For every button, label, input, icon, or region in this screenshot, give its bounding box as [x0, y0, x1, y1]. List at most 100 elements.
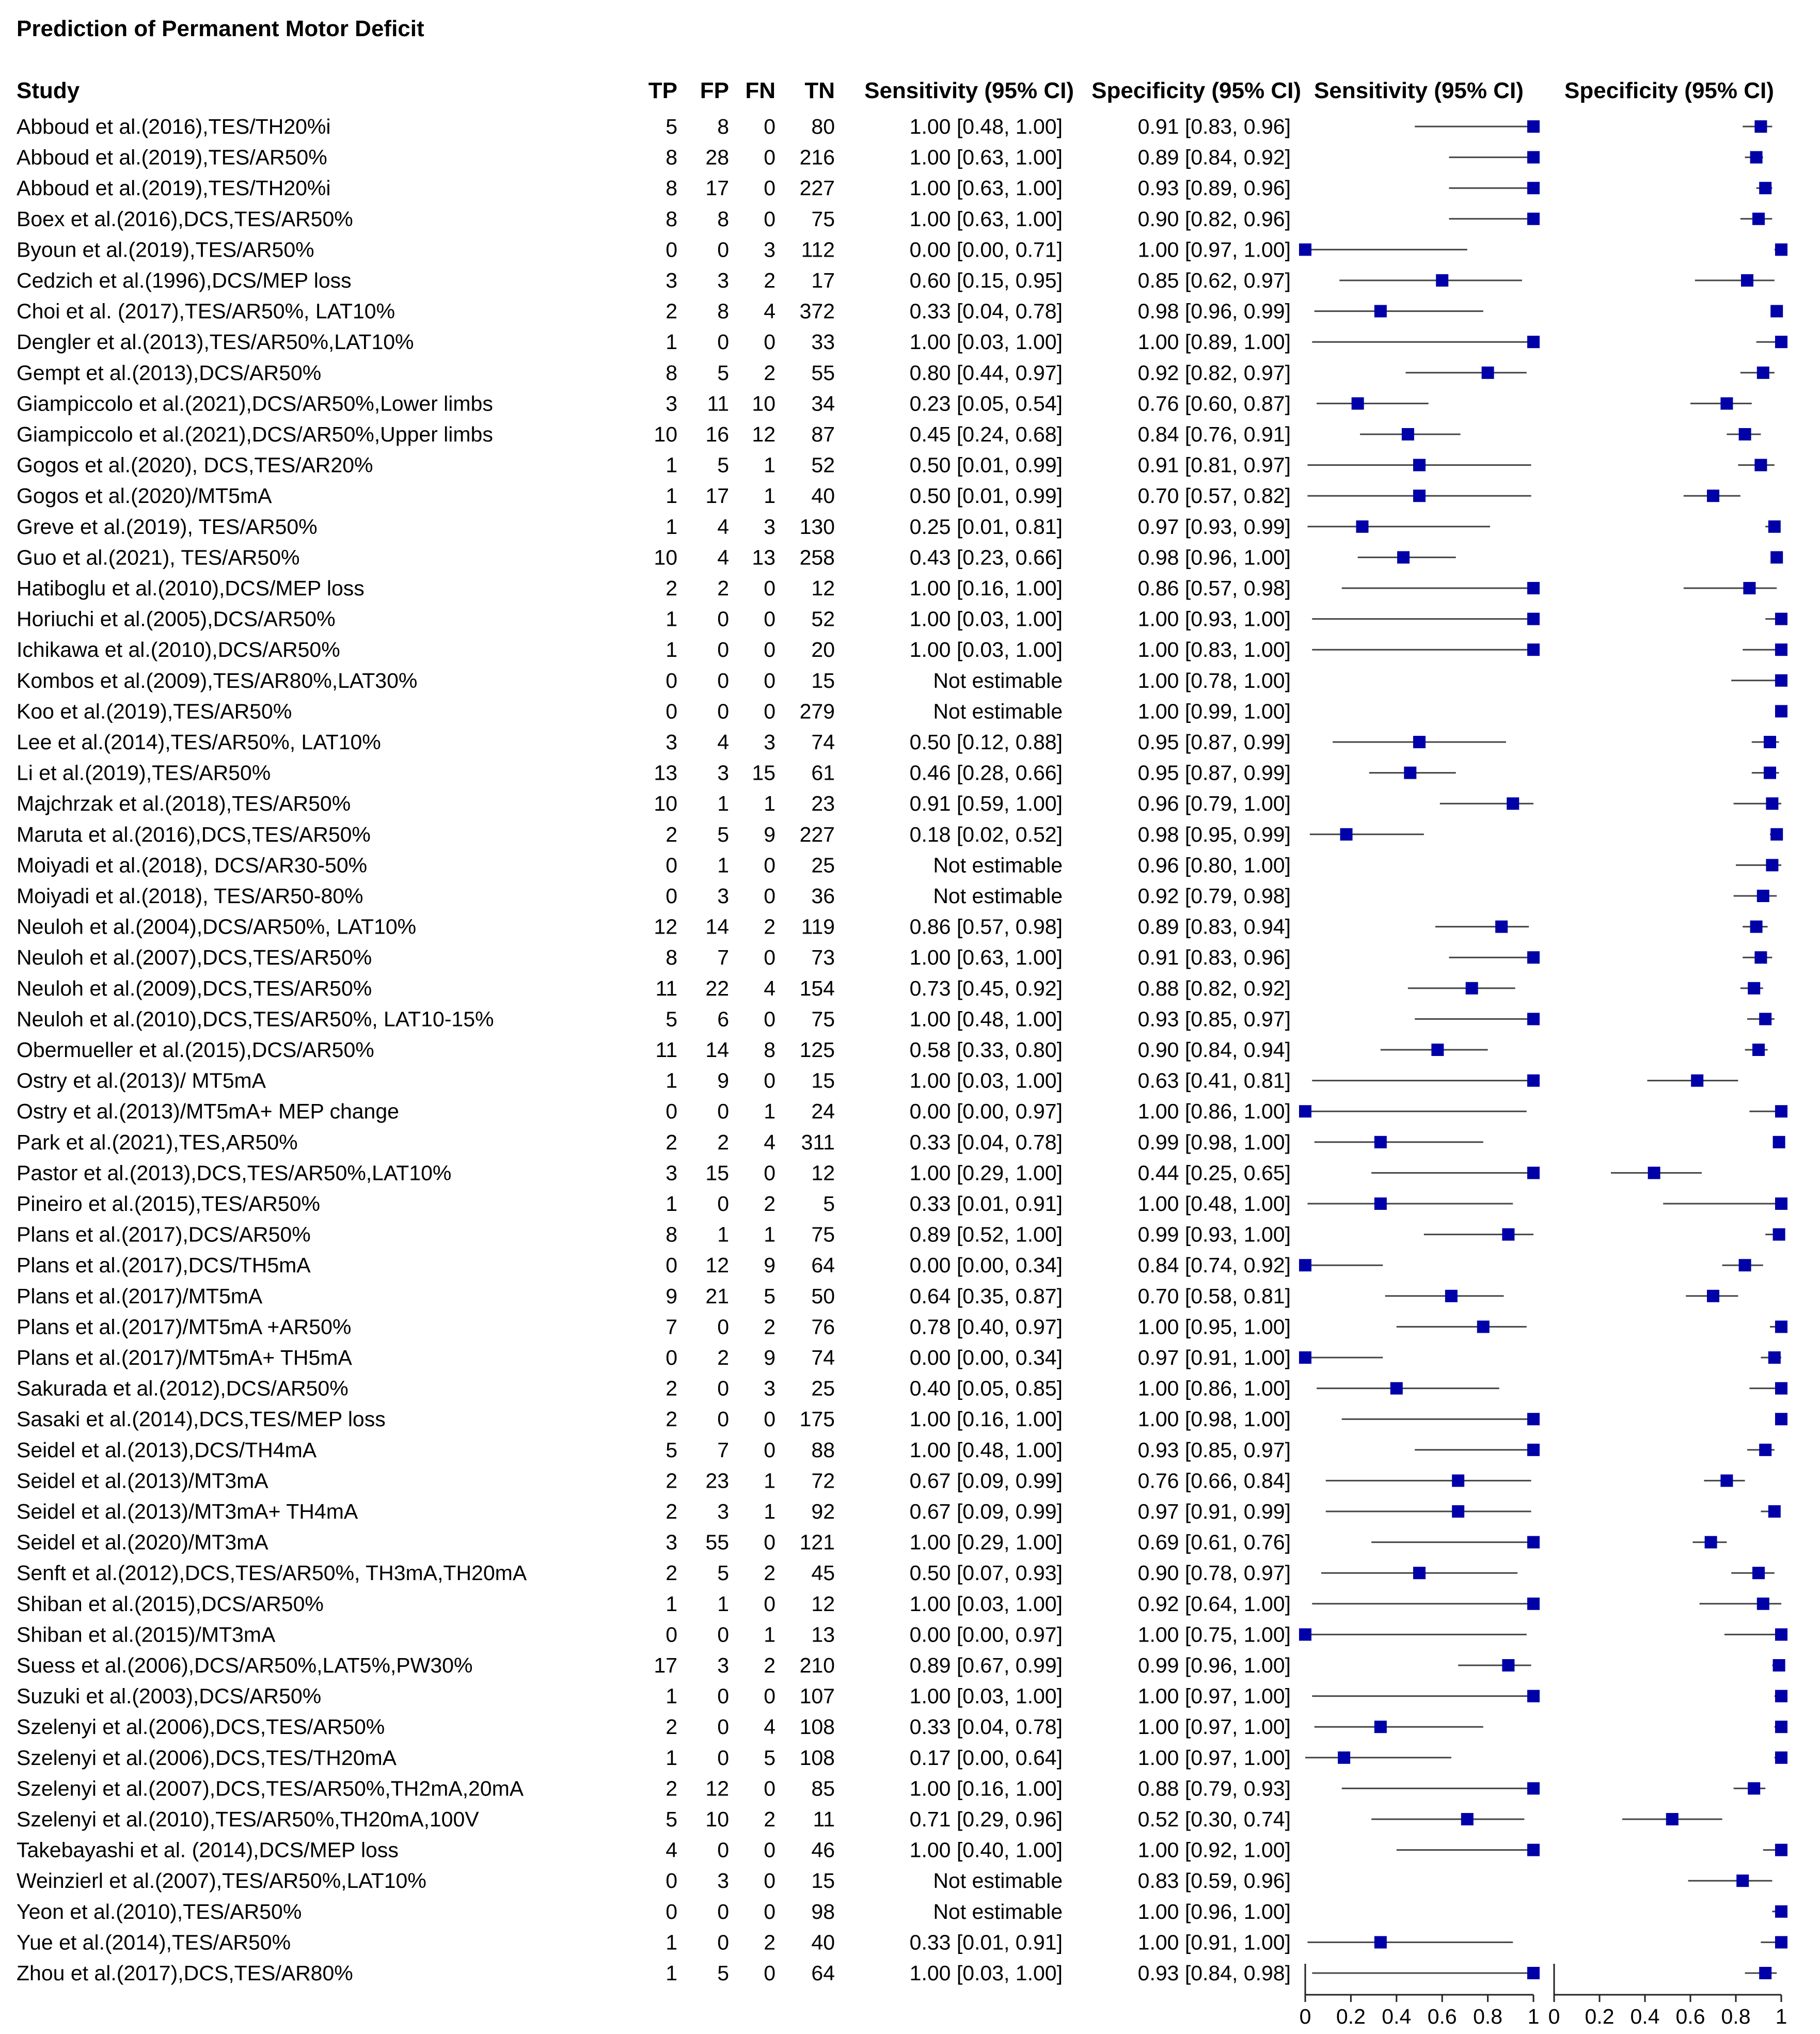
table-row: Senft et al.(2012),DCS,TES/AR50%, TH3mA,…	[17, 1561, 1291, 1585]
study-name: Takebayashi et al. (2014),DCS/MEP loss	[17, 1838, 399, 1862]
tn-value: 11	[813, 1807, 835, 1831]
table-row: Guo et al.(2021), TES/AR50% 10 4 13 258 0.43 …	[17, 545, 1291, 569]
sensitivity-ci-text: 1.00 [0.29, 1.00]	[910, 1531, 1063, 1554]
tn-value: 73	[811, 945, 835, 969]
table-row: Seidel et al.(2013)/MT3mA+ TH4mA 2 3 1 92 0.6…	[17, 1500, 1291, 1523]
fp-value: 0	[717, 1930, 729, 1954]
tp-value: 4	[666, 1838, 677, 1862]
table-row: Zhou et al.(2017),DCS,TES/AR80% 1 5 0 64 1.00…	[17, 1961, 1291, 1985]
fn-value: 0	[764, 699, 776, 723]
tn-value: 210	[800, 1653, 835, 1677]
specificity-point	[1691, 1074, 1704, 1087]
fn-value: 0	[764, 1961, 776, 1985]
fp-value: 0	[717, 1622, 729, 1646]
sensitivity-ci-text: 1.00 [0.40, 1.00]	[910, 1838, 1063, 1862]
specificity-ci-text: 0.92 [0.79, 0.98]	[1138, 884, 1291, 908]
fn-value: 2	[764, 1192, 776, 1216]
fn-value: 3	[764, 238, 776, 261]
sensitivity-ci-text: 0.50 [0.01, 0.99]	[910, 484, 1063, 508]
fp-value: 0	[717, 1900, 729, 1923]
study-name: Zhou et al.(2017),DCS,TES/AR80%	[17, 1961, 353, 1985]
fp-value: 0	[717, 1715, 729, 1739]
study-name: Plans et al.(2017),DCS/AR50%	[17, 1223, 311, 1247]
specificity-point	[1764, 766, 1776, 779]
table-row: Szelenyi et al.(2007),DCS,TES/AR50%,TH2m…	[17, 1776, 1291, 1800]
table-row: Ichikawa et al.(2010),DCS/AR50% 1 0 0 20 1.00…	[17, 638, 1291, 661]
tp-value: 0	[666, 1622, 677, 1646]
specificity-ci-text: 0.63 [0.41, 0.81]	[1138, 1069, 1291, 1093]
sensitivity-ci-text: 0.58 [0.33, 0.80]	[910, 1038, 1063, 1062]
sensitivity-ci-text: Not estimable	[933, 1900, 1063, 1923]
tp-value: 0	[666, 699, 677, 723]
fn-value: 0	[764, 1900, 776, 1923]
specificity-ci-text: 1.00 [0.96, 1.00]	[1138, 1900, 1291, 1923]
fn-value: 4	[764, 1715, 776, 1739]
specificity-ci-text: 0.97 [0.91, 1.00]	[1138, 1346, 1291, 1369]
table-row: Moiyadi et al.(2018), TES/AR50-80% 0 3 0 36 N…	[17, 884, 1291, 908]
fn-value: 2	[764, 1561, 776, 1585]
table-row: Yeon et al.(2010),TES/AR50% 0 0 0 98 Not esti…	[17, 1900, 1291, 1923]
specificity-ci-text: 0.89 [0.84, 0.92]	[1138, 146, 1291, 169]
fp-value: 21	[705, 1284, 729, 1308]
sensitivity-ci-text: 0.50 [0.01, 0.99]	[910, 453, 1063, 477]
fp-value: 10	[705, 1807, 729, 1831]
tn-value: 175	[800, 1407, 835, 1431]
sensitivity-ci-text: 1.00 [0.63, 1.00]	[910, 207, 1063, 231]
specificity-point	[1768, 1505, 1781, 1518]
fn-value: 0	[764, 146, 776, 169]
fn-value: 2	[764, 1653, 776, 1677]
tn-value: 25	[811, 853, 835, 877]
fn-value: 2	[764, 915, 776, 939]
tp-value: 1	[666, 638, 677, 661]
sensitivity-point	[1527, 212, 1540, 225]
tn-value: 75	[811, 1223, 835, 1247]
fp-value: 9	[717, 1069, 729, 1093]
tp-value: 2	[666, 1469, 677, 1492]
fp-value: 3	[717, 269, 729, 292]
tp-value: 9	[666, 1284, 677, 1308]
specificity-point	[1750, 920, 1763, 933]
fn-value: 1	[764, 1622, 776, 1646]
study-name: Giampiccolo et al.(2021),DCS/AR50%,Upper…	[17, 422, 493, 446]
tp-value: 1	[666, 1684, 677, 1708]
fn-value: 3	[764, 1377, 776, 1400]
specificity-point	[1666, 1813, 1679, 1825]
table-row: Gogos et al.(2020), DCS,TES/AR20% 1 5 1 52 0.…	[17, 453, 1291, 477]
sensitivity-ci-text: 1.00 [0.03, 1.00]	[910, 1069, 1063, 1093]
tn-value: 74	[811, 1346, 835, 1369]
sensitivity-ci-text: 0.23 [0.05, 0.54]	[910, 391, 1063, 415]
fp-value: 0	[717, 638, 729, 661]
fp-value: 8	[717, 207, 729, 231]
fn-value: 3	[764, 730, 776, 754]
specificity-point	[1764, 736, 1776, 748]
sensitivity-point	[1413, 736, 1426, 748]
sensitivity-ci-text: 0.33 [0.04, 0.78]	[910, 299, 1063, 323]
tn-value: 108	[800, 1715, 835, 1739]
study-name: Szelenyi et al.(2006),DCS,TES/AR50%	[17, 1715, 385, 1739]
specificity-ci-text: 0.93 [0.84, 0.98]	[1138, 1961, 1291, 1985]
fp-value: 5	[717, 1561, 729, 1585]
fn-value: 0	[764, 115, 776, 138]
table-row: Gempt et al.(2013),DCS/AR50% 8 5 2 55 0.80 [0…	[17, 361, 1291, 385]
specificity-point	[1775, 1105, 1787, 1118]
sensitivity-point	[1507, 797, 1520, 810]
tn-value: 121	[800, 1531, 835, 1554]
tp-value: 0	[666, 1869, 677, 1893]
tn-value: 52	[811, 453, 835, 477]
tp-value: 2	[666, 1776, 677, 1800]
tp-value: 3	[666, 269, 677, 292]
study-name: Sasaki et al.(2014),DCS,TES/MEP loss	[17, 1407, 386, 1431]
tp-value: 1	[666, 453, 677, 477]
fn-value: 1	[764, 453, 776, 477]
specificity-ci-text: 1.00 [0.83, 1.00]	[1138, 638, 1291, 661]
study-name: Byoun et al.(2019),TES/AR50%	[17, 238, 314, 261]
fp-value: 22	[705, 976, 729, 1000]
sensitivity-ci-text: 0.67 [0.09, 0.99]	[910, 1469, 1063, 1492]
study-name: Ostry et al.(2013)/MT5mA+ MEP change	[17, 1099, 399, 1123]
sensitivity-point	[1299, 243, 1311, 256]
study-name: Ostry et al.(2013)/ MT5mA	[17, 1069, 266, 1093]
specificity-ci-text: 1.00 [0.97, 1.00]	[1138, 238, 1291, 261]
sensitivity-point	[1299, 1259, 1311, 1272]
specificity-ci-text: 0.86 [0.57, 0.98]	[1138, 576, 1291, 600]
header-fn: FN	[745, 78, 776, 103]
